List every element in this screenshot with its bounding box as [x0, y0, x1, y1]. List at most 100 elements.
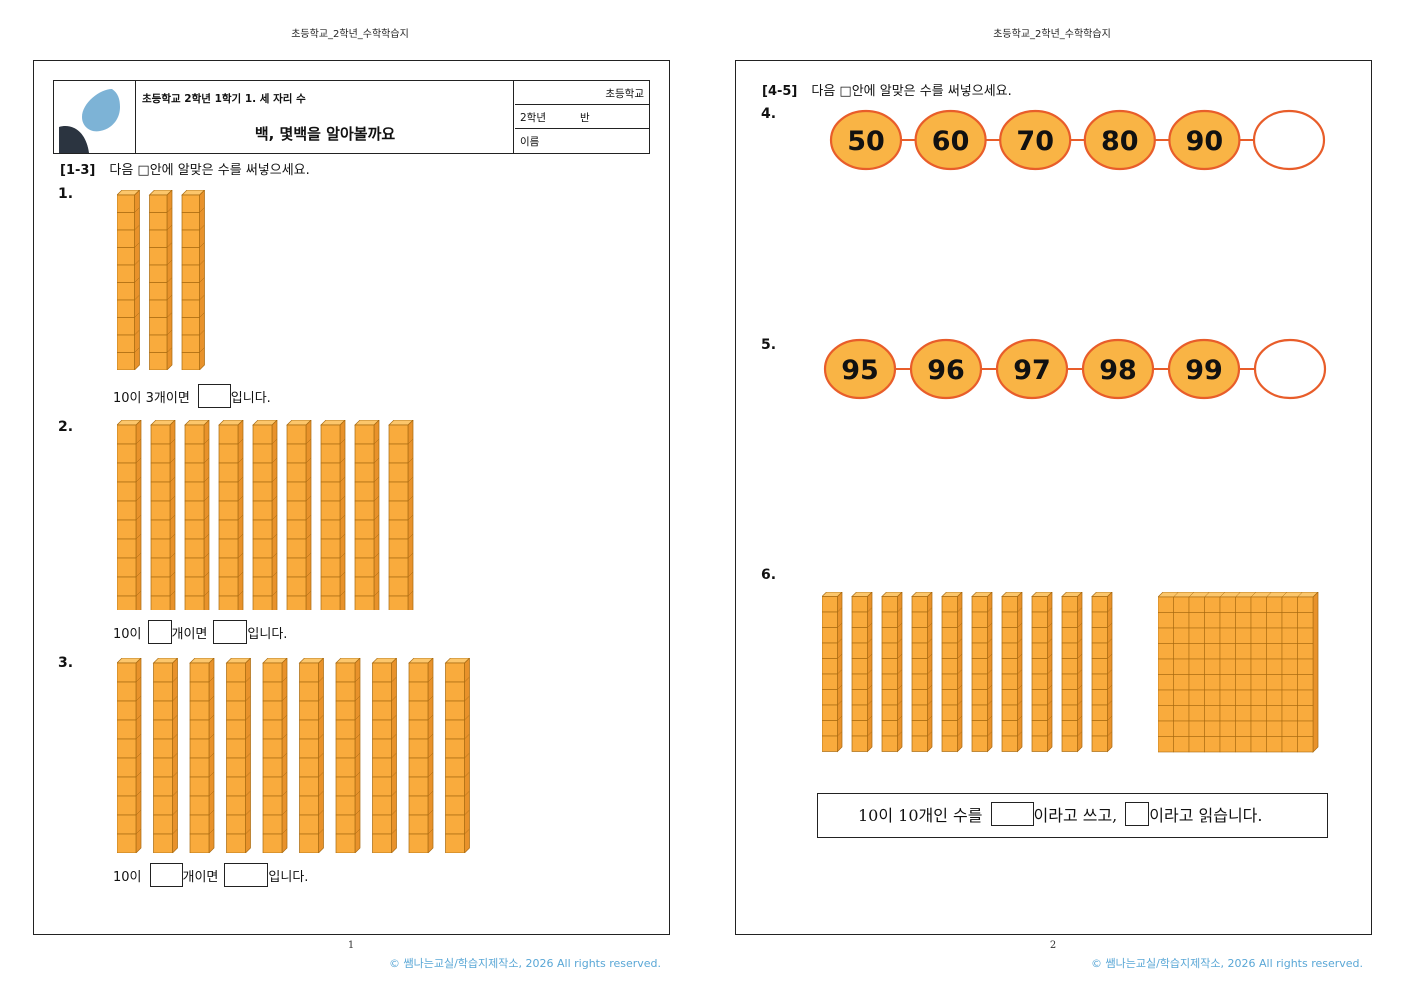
answer-box-q6-read[interactable] — [1125, 802, 1150, 826]
number-label: 70 — [1016, 126, 1054, 157]
ten-rod — [1091, 592, 1113, 753]
number-label: 96 — [927, 355, 965, 386]
number-sequence-q5: 95 96 97 98 99 — [823, 338, 1327, 400]
sentence-frame-q6 — [817, 793, 1328, 838]
unit-cube — [1158, 596, 1174, 613]
unit-cube — [1297, 612, 1314, 629]
unit-cube — [1188, 627, 1205, 644]
question-number-6: 6. — [761, 567, 777, 583]
number-label: 98 — [1099, 355, 1137, 386]
unit-cube — [1188, 705, 1205, 722]
answer-oval[interactable] — [1253, 338, 1327, 400]
grade-field[interactable]: 2학년 반 — [515, 105, 650, 129]
unit-cube — [1281, 689, 1298, 706]
unit-cube — [1235, 720, 1252, 737]
unit-cube — [1250, 658, 1267, 675]
unit-cube — [1235, 643, 1252, 660]
number-label: 50 — [847, 126, 885, 157]
page-header-2: 초등학교_2학년_수학학습지 — [993, 29, 1111, 40]
unit-cube — [1250, 736, 1267, 753]
ten-rod — [286, 420, 312, 610]
unit-cube — [1250, 705, 1267, 722]
unit-cube — [1219, 736, 1236, 753]
unit-cube — [1188, 689, 1205, 706]
ten-rod — [148, 190, 173, 370]
unit-cube — [1235, 612, 1252, 629]
unit-cube — [1173, 674, 1190, 691]
unit-cube — [1266, 705, 1283, 722]
number-oval: 90 — [1168, 109, 1241, 171]
answer-box-q2-count[interactable] — [147, 620, 172, 644]
instruction-text: 다음 □안에 알맞은 수를 써넣으세요. — [811, 84, 1012, 99]
ten-rod — [225, 658, 251, 853]
question-number-2: 2. — [58, 419, 74, 435]
rods-q6 — [822, 592, 1113, 753]
hundred-flat-q6 — [1158, 592, 1319, 753]
ten-rod — [1001, 592, 1023, 753]
unit-cube — [1173, 627, 1190, 644]
unit-cube — [1235, 658, 1252, 675]
unit-cube — [1188, 736, 1205, 753]
unit-cube — [1266, 720, 1283, 737]
unit-cube — [1235, 627, 1252, 644]
unit-cube — [1250, 674, 1267, 691]
ten-rod — [252, 420, 278, 610]
sentence-q2: 10이 개이면 입니다. — [113, 620, 287, 644]
unit-cube — [1158, 627, 1174, 644]
ten-rod — [218, 420, 244, 610]
ten-rod — [881, 592, 903, 753]
ten-rod — [444, 658, 470, 853]
number-label: 97 — [1013, 355, 1051, 386]
unit-cube — [1204, 596, 1221, 613]
number-label: 80 — [1101, 126, 1139, 157]
unit-cube — [1266, 658, 1283, 675]
page-2 — [735, 60, 1372, 935]
ten-rod — [262, 658, 288, 853]
sentence-q6-before: 10이 10개인 수를 — [858, 806, 983, 825]
unit-cube — [1173, 689, 1190, 706]
unit-cube — [1250, 596, 1267, 613]
unit-cube — [1281, 674, 1298, 691]
ten-rod — [335, 658, 361, 853]
question-number-5: 5. — [761, 337, 777, 353]
unit-cube — [1158, 612, 1174, 629]
unit-cube — [1281, 658, 1298, 675]
ten-rod — [152, 658, 178, 853]
title-block: 초등학교 2학년 1학기 1. 세 자리 수 백, 몇백을 알아볼까요 초등학교… — [53, 80, 650, 154]
name-label: 이름 — [520, 136, 540, 148]
rods-q2 — [117, 420, 414, 610]
unit-cube — [1266, 736, 1283, 753]
answer-box-q6-write[interactable] — [990, 802, 1034, 826]
unit-cube — [1173, 736, 1190, 753]
answer-box-q2-result[interactable] — [213, 620, 248, 644]
answer-oval[interactable] — [1252, 109, 1326, 171]
unit-cube — [1173, 658, 1190, 675]
unit-cube — [1266, 643, 1283, 660]
number-label: 99 — [1185, 355, 1223, 386]
unit-cube — [1250, 643, 1267, 660]
name-field[interactable]: 이름 — [515, 129, 650, 153]
instruction-text: 다음 □안에 알맞은 수를 써넣으세요. — [109, 163, 310, 178]
unit-cube — [1297, 658, 1314, 675]
unit-cube — [1204, 720, 1221, 737]
unit-cube — [1250, 689, 1267, 706]
unit-cube — [1188, 612, 1205, 629]
answer-box-q3-result[interactable] — [224, 863, 269, 887]
school-field[interactable]: 초등학교 — [515, 81, 650, 105]
sentence-q1-before: 10이 3개이면 — [113, 390, 190, 406]
answer-box-q1[interactable] — [197, 384, 231, 408]
unit-cube — [1297, 705, 1314, 722]
unit-cube — [1173, 596, 1190, 613]
answer-box-q3-count[interactable] — [149, 863, 183, 887]
school-label: 초등학교 — [605, 88, 644, 100]
ten-rod — [117, 658, 142, 853]
unit-cube — [1204, 689, 1221, 706]
copyright-2: © 쌤나는교실/학습지제작소, 2026 All rights reserved… — [1091, 957, 1364, 970]
ten-rod — [354, 420, 380, 610]
sentence-q3-after: 입니다. — [268, 869, 309, 885]
sentence-q6: 10이 10개인 수를 이라고 쓰고, 이라고 읽습니다. — [858, 802, 1263, 826]
ten-rod — [189, 658, 215, 853]
unit-cube — [1219, 674, 1236, 691]
number-oval: 98 — [1081, 338, 1155, 400]
ten-rod — [371, 658, 397, 853]
